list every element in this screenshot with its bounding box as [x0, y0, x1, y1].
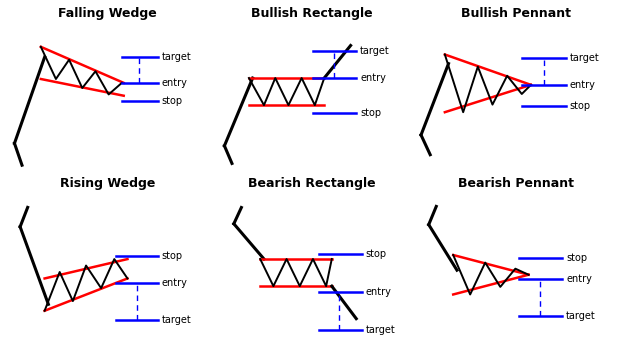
- Text: entry: entry: [570, 80, 595, 90]
- Title: Bearish Pennant: Bearish Pennant: [458, 177, 574, 190]
- Text: target: target: [162, 52, 191, 62]
- Text: entry: entry: [162, 278, 187, 288]
- Text: target: target: [566, 311, 596, 321]
- Text: stop: stop: [360, 108, 381, 118]
- Text: stop: stop: [366, 248, 387, 259]
- Text: stop: stop: [162, 96, 182, 106]
- Text: entry: entry: [162, 78, 187, 88]
- Text: entry: entry: [566, 274, 592, 284]
- Text: target: target: [366, 324, 396, 335]
- Text: entry: entry: [360, 73, 386, 83]
- Title: Bearish Rectangle: Bearish Rectangle: [248, 177, 376, 190]
- Title: Bullish Rectangle: Bullish Rectangle: [251, 7, 373, 20]
- Text: stop: stop: [566, 253, 587, 263]
- Text: entry: entry: [366, 287, 391, 296]
- Title: Falling Wedge: Falling Wedge: [58, 7, 157, 20]
- Text: target: target: [570, 52, 599, 63]
- Text: stop: stop: [162, 251, 182, 261]
- Text: target: target: [360, 46, 390, 56]
- Title: Rising Wedge: Rising Wedge: [60, 177, 155, 190]
- Text: stop: stop: [570, 101, 590, 111]
- Text: target: target: [162, 315, 191, 326]
- Title: Bullish Pennant: Bullish Pennant: [461, 7, 572, 20]
